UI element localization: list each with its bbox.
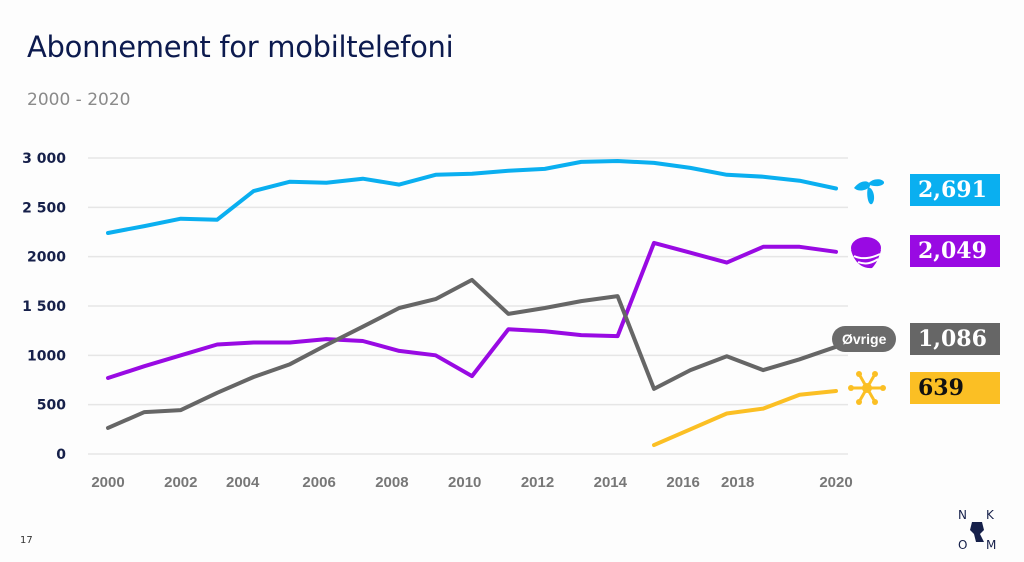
y-tick-label: 1000 (27, 348, 66, 364)
logo-letter: K (986, 508, 994, 522)
y-tick-label: 1 500 (22, 299, 66, 315)
series-line-telenor (106, 159, 838, 235)
x-tick-label: 2000 (91, 474, 124, 491)
y-tick-label: 2000 (27, 250, 66, 266)
telenor-end-label: 2,691 (910, 174, 1000, 206)
telenor-icon (854, 179, 885, 205)
telia-icon (851, 237, 881, 269)
y-axis-ticks: 0 500 1000 1 500 2000 2 500 3 000 (22, 151, 66, 463)
chart-title: Abonnement for mobiltelefoni (27, 30, 454, 64)
series-lines (106, 159, 841, 448)
x-tick-label: 2004 (226, 474, 260, 491)
y-tick-label: 0 (56, 447, 66, 463)
page-number: 17 (20, 535, 33, 546)
x-tick-label: 2016 (666, 474, 699, 491)
x-tick-label: 2020 (819, 474, 852, 491)
series-line-telia (106, 240, 838, 380)
y-tick-label: 2 500 (22, 200, 66, 216)
series-line-ice (652, 389, 838, 448)
y-tick-label: 500 (37, 398, 66, 414)
x-tick-label: 2006 (302, 474, 335, 491)
ovrige-pill: Øvrige (832, 326, 897, 352)
x-tick-label: 2018 (721, 474, 754, 491)
gridlines (88, 157, 848, 455)
x-tick-label: 2012 (521, 474, 554, 491)
x-tick-label: 2008 (375, 474, 408, 491)
chart-subtitle: 2000 - 2020 (27, 90, 131, 110)
telia-end-label: 2,049 (910, 235, 1000, 267)
x-tick-label: 2002 (164, 474, 197, 491)
logo-letter: N (958, 508, 967, 522)
x-axis-ticks: 2000 2002 2004 2006 2008 2010 2012 2014 2016 2018… (91, 474, 852, 491)
logo-letter: M (986, 538, 997, 552)
x-tick-label: 2014 (594, 474, 628, 491)
lion-icon (970, 522, 984, 542)
logo-letter: O (958, 538, 968, 552)
series-line-ovrige (106, 277, 838, 430)
x-tick-label: 2010 (448, 474, 481, 491)
ice-end-label: 639 (910, 372, 1000, 404)
ice-icon (848, 371, 886, 405)
ovrige-end-label: 1,086 (910, 323, 1000, 355)
nkom-logo: N K O M (958, 508, 998, 554)
y-tick-label: 3 000 (22, 151, 66, 167)
